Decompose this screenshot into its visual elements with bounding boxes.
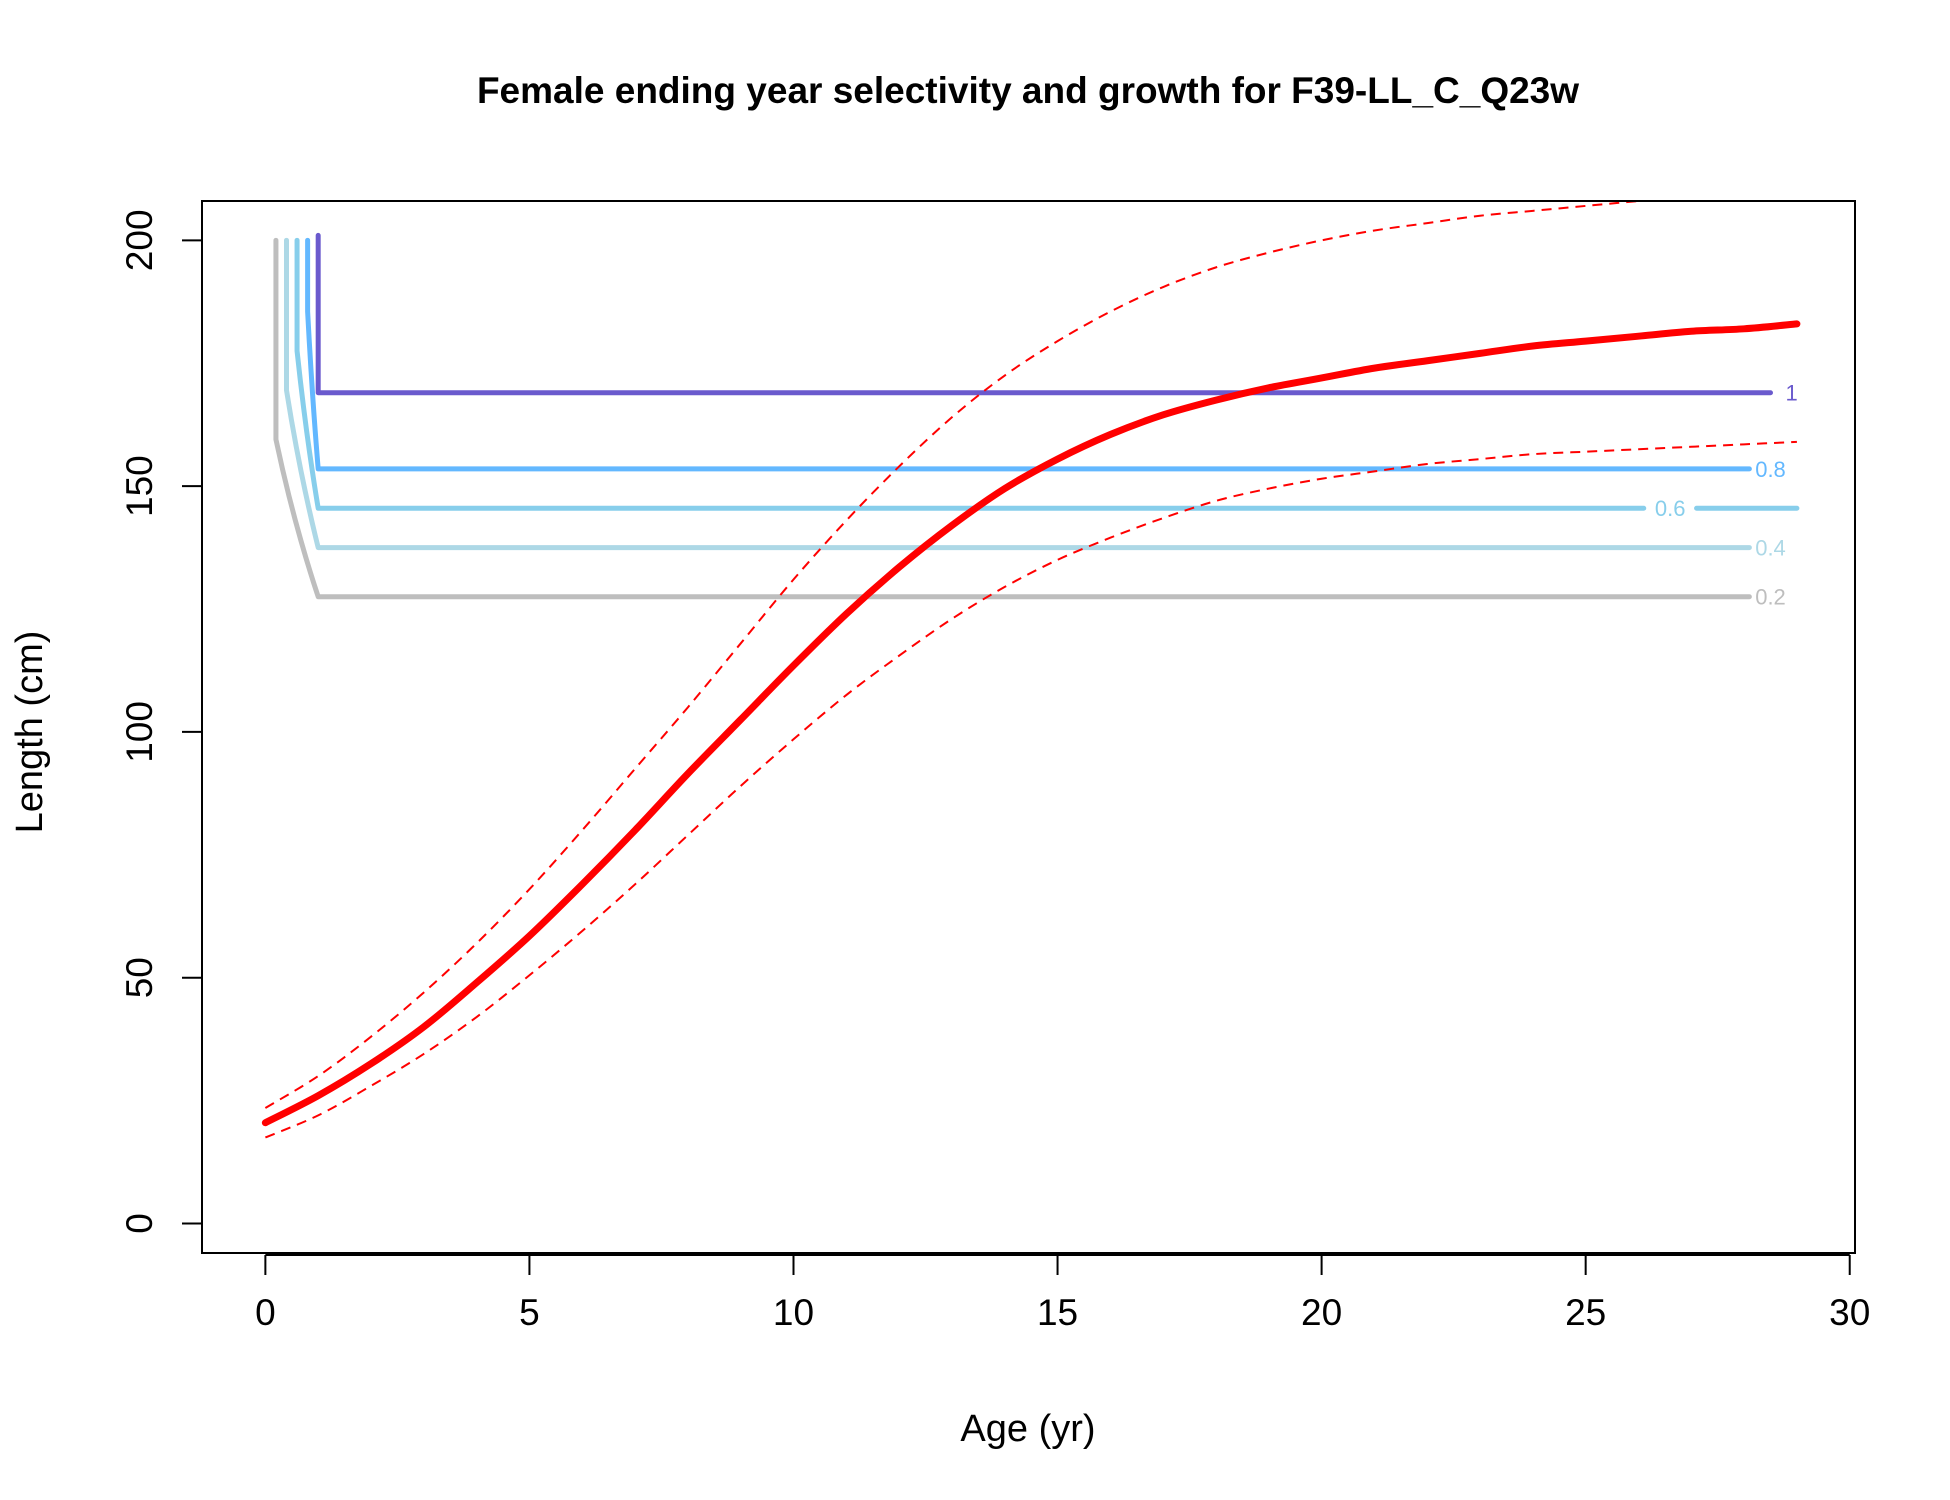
selectivity-contour (273, 237, 1752, 600)
x-tick-label: 15 (1037, 1292, 1078, 1333)
contour-level-label: 0.6 (1655, 496, 1686, 521)
contour-level-label: 0.4 (1755, 536, 1786, 561)
selectivity-contour (315, 232, 1773, 396)
mean-growth-line (261, 320, 1801, 1127)
x-tick-label: 10 (773, 1292, 814, 1333)
contour-level-label: 1 (1786, 381, 1798, 406)
selectivity-contour (283, 237, 1752, 551)
contour-labels: 1 0.8 0.6 0.4 0.2 (1655, 381, 1798, 610)
x-tick-label: 5 (519, 1292, 540, 1333)
selectivity-contours (273, 232, 1800, 600)
x-tick-label: 25 (1565, 1292, 1606, 1333)
y-tick-label: 150 (119, 455, 160, 517)
y-axis: 0 50 100 150 200 (119, 209, 203, 1234)
y-tick-label: 50 (119, 957, 160, 998)
contour-level-label: 0.8 (1755, 457, 1786, 482)
x-tick-label: 30 (1829, 1292, 1870, 1333)
y-tick-label: 0 (119, 1213, 160, 1234)
x-axis-title: Age (yr) (960, 1408, 1095, 1450)
growth-interval-line (264, 201, 1649, 1109)
selectivity-contour (294, 237, 1800, 511)
y-tick-label: 200 (119, 209, 160, 271)
x-axis: 0 5 10 15 20 25 30 (255, 1254, 1870, 1333)
selectivity-contour (305, 237, 1752, 472)
y-axis-title: Length (cm) (9, 631, 51, 834)
chart-title: Female ending year selectivity and growt… (477, 70, 1579, 111)
contour-level-label: 0.2 (1755, 585, 1786, 610)
x-tick-label: 0 (255, 1292, 276, 1333)
growth-curves (261, 201, 1801, 1139)
y-tick-label: 100 (119, 701, 160, 763)
x-tick-label: 20 (1301, 1292, 1342, 1333)
growth-interval-line (264, 440, 1797, 1139)
